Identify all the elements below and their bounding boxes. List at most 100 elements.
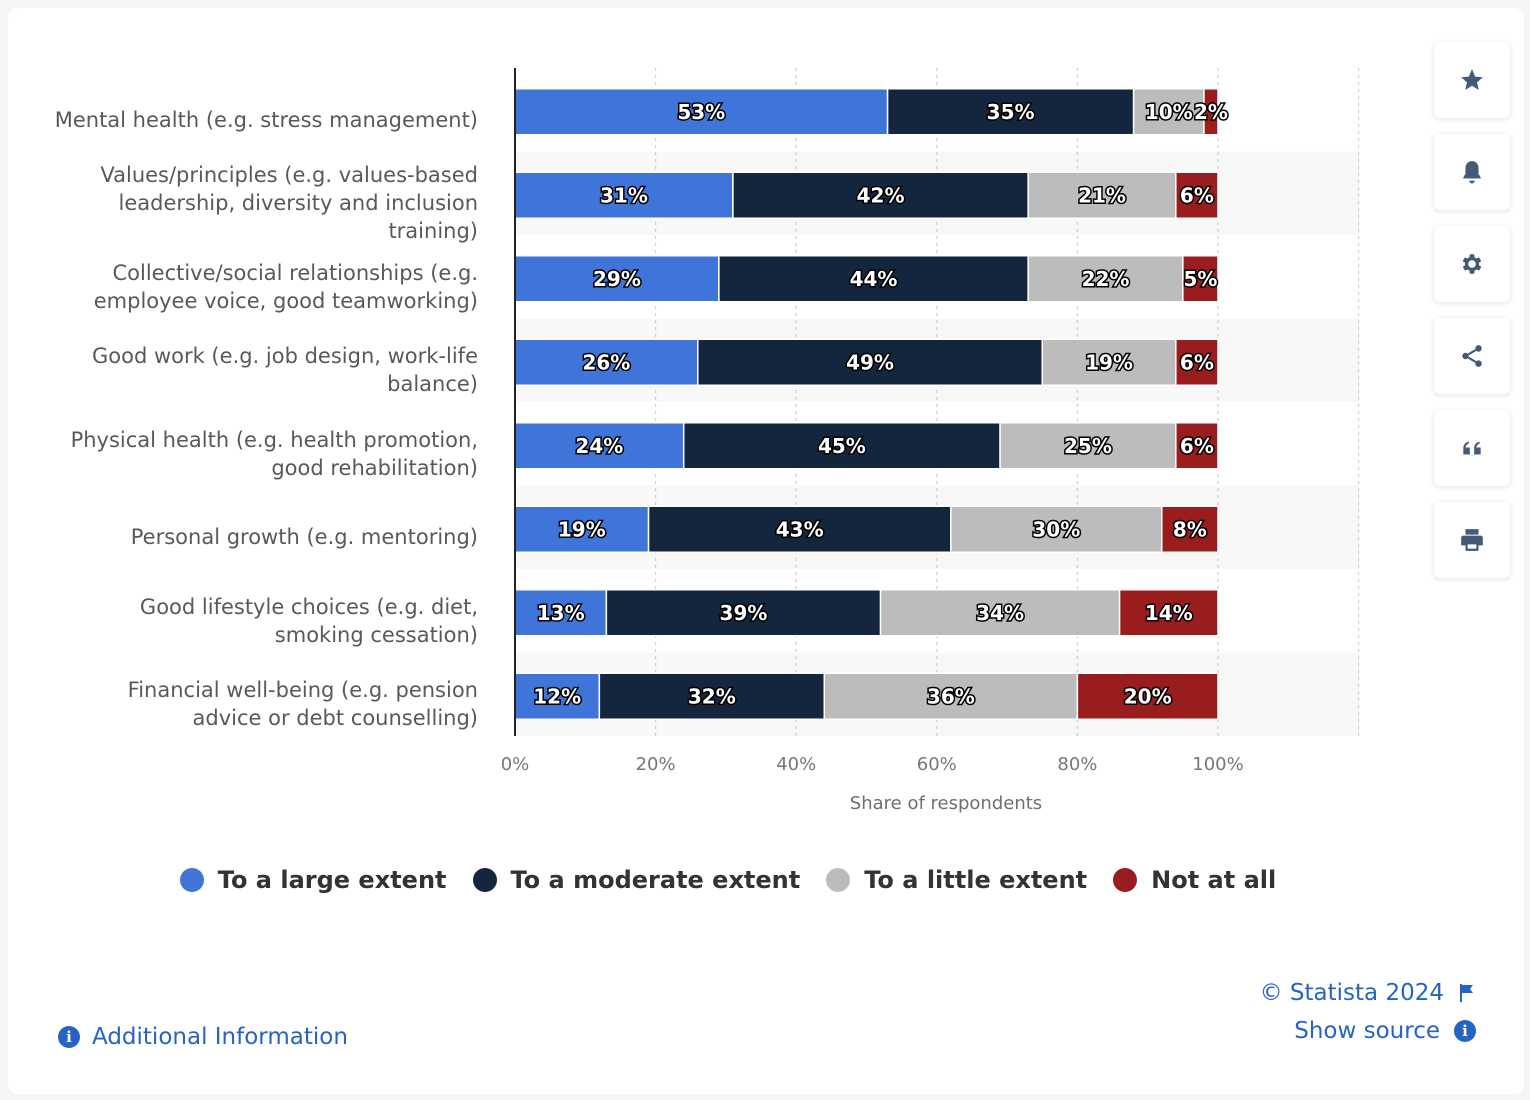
bar-segment bbox=[514, 589, 608, 637]
bar-segment bbox=[1027, 255, 1184, 303]
legend-label: To a moderate extent bbox=[510, 866, 801, 894]
legend-swatch bbox=[472, 868, 497, 892]
data-label: 20% bbox=[1124, 684, 1172, 708]
bar-segment bbox=[879, 589, 1121, 637]
category-label: Good work (e.g. job design, work-life bal… bbox=[91, 344, 478, 397]
data-label: 25% bbox=[1064, 434, 1112, 458]
category-label: Collective/social relationships (e.g. emp… bbox=[93, 260, 478, 313]
bar-segment bbox=[718, 255, 1029, 303]
data-label: 32% bbox=[688, 684, 736, 708]
cite-button[interactable] bbox=[1434, 410, 1510, 486]
data-label: 42% bbox=[857, 183, 905, 207]
data-label: 6% bbox=[1180, 350, 1214, 374]
data-label: 19% bbox=[1085, 350, 1133, 374]
bar-segment bbox=[732, 171, 1029, 219]
bar-segment bbox=[514, 422, 685, 470]
print-button[interactable] bbox=[1434, 502, 1510, 578]
chart-card: 53% 35% 10% 2% 31% 42% 21% 6% 29% 44% 22% 5% 26% 49% 1… bbox=[8, 8, 1524, 1094]
data-label: 29% bbox=[593, 267, 641, 291]
data-label: 35% bbox=[987, 100, 1035, 124]
category-label: Personal growth (e.g. mentoring) bbox=[130, 525, 478, 550]
data-label: 2% bbox=[1194, 100, 1228, 124]
show-source-link[interactable]: Show source bbox=[1294, 1018, 1440, 1044]
bar-segment bbox=[598, 672, 826, 720]
data-label: 45% bbox=[818, 434, 866, 458]
bar-segment bbox=[1161, 505, 1219, 553]
footer-right: © Statista 2024 Show source i bbox=[1260, 980, 1476, 1056]
info-icon[interactable]: i bbox=[1454, 1020, 1476, 1042]
bar-segment bbox=[1175, 171, 1219, 219]
data-label: 44% bbox=[850, 267, 898, 291]
data-label: 5% bbox=[1183, 267, 1217, 291]
bar-segment bbox=[1182, 255, 1219, 303]
data-label: 12% bbox=[533, 684, 581, 708]
gear-icon bbox=[1462, 254, 1482, 274]
bar-segment bbox=[1041, 338, 1177, 386]
notification-button[interactable] bbox=[1434, 134, 1510, 210]
settings-button[interactable] bbox=[1434, 226, 1510, 302]
sidebar-toolbar bbox=[1434, 42, 1510, 594]
bar-segment bbox=[1027, 171, 1177, 219]
data-label: 21% bbox=[1078, 183, 1126, 207]
bar-segment bbox=[1175, 422, 1219, 470]
share-icon bbox=[1462, 345, 1482, 367]
legend-label: Not at all bbox=[1151, 866, 1277, 894]
data-label: 10% bbox=[1145, 100, 1193, 124]
legend-item[interactable]: To a little extent bbox=[826, 866, 1087, 894]
bar-segment bbox=[886, 88, 1135, 136]
legend-swatch bbox=[826, 868, 851, 892]
legend-label: To a little extent bbox=[864, 866, 1088, 894]
data-label: 24% bbox=[575, 434, 623, 458]
bar-segment bbox=[1175, 338, 1219, 386]
data-label: 8% bbox=[1173, 517, 1207, 541]
legend-item[interactable]: To a moderate extent bbox=[472, 866, 801, 894]
data-label: 43% bbox=[776, 517, 824, 541]
info-icon: i bbox=[58, 1026, 80, 1048]
copyright-text[interactable]: © Statista 2024 bbox=[1259, 980, 1444, 1006]
legend-swatch bbox=[1113, 868, 1138, 892]
print-icon bbox=[1461, 529, 1483, 551]
category-label: Physical health (e.g. health promotion, g… bbox=[70, 427, 478, 480]
data-label: 26% bbox=[582, 350, 630, 374]
bar-segment bbox=[1118, 589, 1219, 637]
bar-segment bbox=[514, 88, 889, 136]
category-label: Good lifestyle choices (e.g. diet, smokin… bbox=[139, 594, 478, 647]
bar-segment bbox=[1203, 88, 1219, 136]
data-label: 34% bbox=[976, 601, 1024, 625]
x-tick-label: 40% bbox=[776, 754, 816, 775]
x-axis-title: Share of respondents bbox=[849, 793, 1043, 814]
data-label: 31% bbox=[600, 183, 648, 207]
data-label: 49% bbox=[846, 350, 894, 374]
data-label: 30% bbox=[1032, 517, 1080, 541]
additional-information-link[interactable]: i Additional Information bbox=[58, 1024, 348, 1050]
bar-segment bbox=[1132, 88, 1205, 136]
category-label: Values/principles (e.g. values-based lead… bbox=[100, 163, 478, 244]
bar-segment bbox=[647, 505, 952, 553]
x-tick-label: 80% bbox=[1057, 754, 1097, 775]
bell-icon bbox=[1463, 161, 1481, 184]
bar-segment bbox=[514, 255, 720, 303]
bar-segment bbox=[950, 505, 1163, 553]
data-label: 19% bbox=[558, 517, 606, 541]
additional-information-label[interactable]: Additional Information bbox=[92, 1024, 348, 1050]
favorite-button[interactable] bbox=[1434, 42, 1510, 118]
share-button[interactable] bbox=[1434, 318, 1510, 394]
legend-label: To a large extent bbox=[217, 866, 447, 894]
data-label: 13% bbox=[537, 601, 585, 625]
x-tick-label: 20% bbox=[636, 754, 676, 775]
x-tick-label: 60% bbox=[917, 754, 957, 775]
category-label: Mental health (e.g. stress management) bbox=[54, 107, 478, 132]
x-tick-label: 100% bbox=[1192, 754, 1243, 775]
legend-item[interactable]: Not at all bbox=[1113, 866, 1276, 894]
data-label: 36% bbox=[927, 684, 975, 708]
flag-icon[interactable] bbox=[1458, 983, 1476, 1003]
legend-item[interactable]: To a large extent bbox=[179, 866, 447, 894]
stacked-bar-chart: 53% 35% 10% 2% 31% 42% 21% 6% 29% 44% 22% 5% 26% 49% 1… bbox=[501, 68, 1360, 775]
data-label: 6% bbox=[1180, 183, 1214, 207]
legend: To a large extent To a moderate extent To … bbox=[8, 866, 1448, 894]
data-label: 14% bbox=[1145, 601, 1193, 625]
bar-segment bbox=[514, 672, 601, 720]
data-label: 6% bbox=[1180, 434, 1214, 458]
legend-swatch bbox=[179, 868, 204, 892]
x-tick-label: 0% bbox=[501, 754, 530, 775]
